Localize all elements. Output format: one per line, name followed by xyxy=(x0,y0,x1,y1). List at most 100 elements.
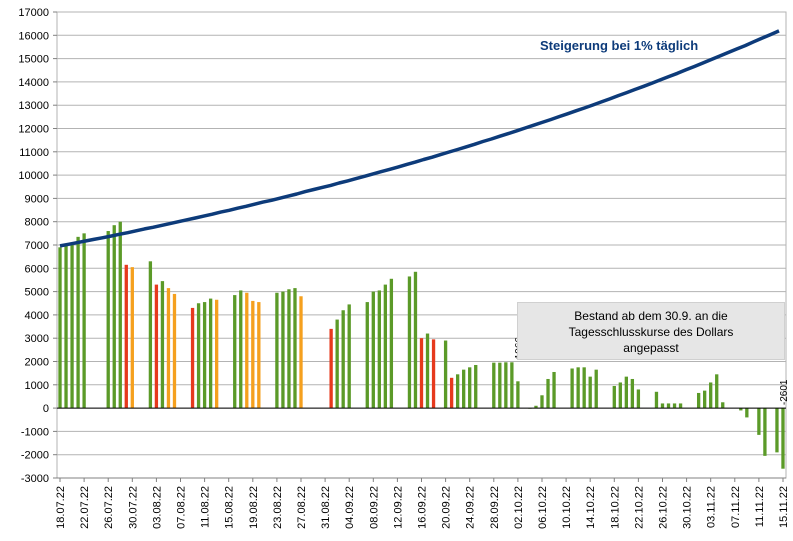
x-tick-label: 03.11.22 xyxy=(706,486,718,528)
bar xyxy=(329,328,333,409)
y-tick-label: 7000 xyxy=(25,240,49,252)
bar xyxy=(594,369,598,409)
bar xyxy=(552,371,556,409)
bar xyxy=(413,271,418,409)
bar xyxy=(371,291,375,409)
bar xyxy=(504,362,508,409)
bar xyxy=(257,302,261,409)
bar xyxy=(624,376,628,409)
y-tick-label: 0 xyxy=(43,403,49,415)
x-tick-label: 30.10.22 xyxy=(682,486,694,529)
x-tick-label: 16.09.22 xyxy=(417,486,429,529)
data-label: -2601 xyxy=(779,379,790,405)
bar xyxy=(335,319,339,409)
bar xyxy=(660,403,665,409)
bar xyxy=(377,290,381,409)
bar xyxy=(462,369,466,409)
bar xyxy=(763,408,767,456)
bar xyxy=(678,403,683,409)
bar xyxy=(419,338,424,409)
bar xyxy=(618,382,622,409)
y-tick-label: 14000 xyxy=(18,77,49,89)
series-label: Steigerung bei 1% täglich xyxy=(540,38,698,53)
bar xyxy=(443,340,448,409)
bar xyxy=(383,284,388,409)
bar xyxy=(582,367,586,409)
x-tick-label: 12.09.22 xyxy=(392,486,404,529)
bar xyxy=(739,408,743,411)
y-tick-label: 6000 xyxy=(25,263,49,275)
bar xyxy=(245,292,249,409)
y-tick-label: -3000 xyxy=(21,473,49,485)
x-tick-label: 06.10.22 xyxy=(537,486,549,529)
bar xyxy=(58,247,62,409)
bar xyxy=(407,276,412,409)
bar xyxy=(534,405,538,409)
x-tick-label: 18.10.22 xyxy=(609,486,621,529)
bar xyxy=(540,395,544,409)
x-tick-label: 30.07.22 xyxy=(127,486,139,529)
bar xyxy=(630,378,635,409)
bar xyxy=(425,333,430,409)
bar xyxy=(299,296,303,409)
annotation-box: Bestand ab dem 30.9. an die Tagesschluss… xyxy=(517,302,785,360)
bar xyxy=(468,367,472,409)
bar xyxy=(570,368,574,409)
bar xyxy=(166,288,171,409)
bar xyxy=(709,382,713,409)
y-tick-label: 1000 xyxy=(25,380,49,392)
x-tick-label: 22.07.22 xyxy=(79,486,91,529)
bar xyxy=(703,390,707,409)
bar xyxy=(576,367,580,409)
x-tick-label: 20.09.22 xyxy=(441,486,453,529)
y-tick-label: 13000 xyxy=(18,100,49,112)
bar xyxy=(148,261,153,409)
bar xyxy=(341,310,345,409)
bar xyxy=(449,377,454,409)
x-axis: 18.07.22 22.07.22 26.07.22 30.07.22 03.08.22… xyxy=(55,477,790,529)
bar xyxy=(715,374,719,409)
annotation-line-2: Tagesschlusskurse des Dollars xyxy=(568,325,734,339)
x-tick-label: 28.09.22 xyxy=(489,486,501,529)
bar xyxy=(775,408,779,453)
y-tick-label: 10000 xyxy=(18,170,49,182)
bar xyxy=(636,389,641,409)
x-tick-label: 26.07.22 xyxy=(103,486,115,529)
bar xyxy=(745,408,749,418)
bar xyxy=(721,402,725,409)
bar xyxy=(106,231,110,409)
x-tick-label: 18.07.22 xyxy=(55,486,67,529)
x-tick-label: 08.09.22 xyxy=(368,486,380,529)
x-tick-label: 19.08.22 xyxy=(248,486,260,529)
bar xyxy=(672,403,677,409)
bar xyxy=(70,242,74,409)
x-tick-label: 27.08.22 xyxy=(296,486,308,529)
y-tick-label: 8000 xyxy=(25,217,49,229)
bar xyxy=(124,264,128,409)
x-tick-label: 04.09.22 xyxy=(344,486,356,529)
x-tick-label: 07.11.22 xyxy=(730,486,742,528)
bar xyxy=(389,278,394,409)
bar xyxy=(431,339,436,409)
x-tick-label: 10.10.22 xyxy=(561,486,573,529)
y-tick-label: 5000 xyxy=(25,287,49,299)
y-tick-label: 3000 xyxy=(25,333,49,345)
y-tick-label: 17000 xyxy=(18,7,49,19)
bar xyxy=(239,290,243,409)
bar xyxy=(190,307,195,409)
x-tick-label: 14.10.22 xyxy=(585,486,597,529)
bar xyxy=(287,289,291,409)
bar xyxy=(516,381,520,409)
x-tick-label: 07.08.22 xyxy=(176,486,188,529)
bar xyxy=(281,291,285,409)
bar xyxy=(196,303,201,409)
y-tick-label: 4000 xyxy=(25,310,49,322)
y-tick-label: 15000 xyxy=(18,54,49,66)
trend-line xyxy=(59,29,780,248)
bar xyxy=(588,376,592,409)
bar xyxy=(251,300,255,409)
bar xyxy=(365,302,369,409)
bar xyxy=(612,385,616,409)
bar xyxy=(546,378,550,409)
